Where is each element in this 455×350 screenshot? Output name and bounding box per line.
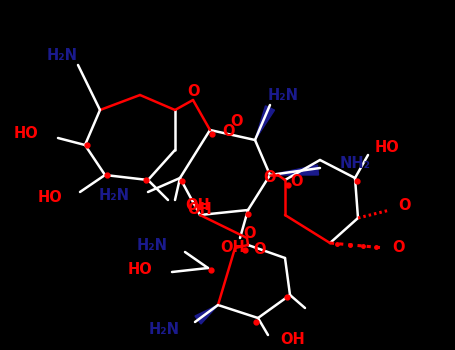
- Text: H₂N: H₂N: [99, 189, 130, 203]
- Text: H₂N: H₂N: [149, 322, 180, 337]
- Text: O: O: [392, 240, 404, 256]
- Polygon shape: [270, 165, 318, 175]
- Text: HO: HO: [127, 262, 152, 278]
- Text: H₂N: H₂N: [268, 88, 299, 103]
- Text: O: O: [230, 114, 243, 130]
- Text: H₂N: H₂N: [137, 238, 168, 252]
- Text: O: O: [290, 175, 303, 189]
- Text: O: O: [398, 197, 410, 212]
- Text: O: O: [187, 84, 199, 99]
- Text: HO: HO: [375, 140, 400, 154]
- Text: NH₂: NH₂: [340, 155, 371, 170]
- Polygon shape: [195, 305, 218, 324]
- Text: O: O: [243, 225, 255, 240]
- Text: OH: OH: [221, 240, 245, 256]
- Text: O: O: [263, 169, 276, 184]
- Polygon shape: [255, 106, 274, 140]
- Text: OH: OH: [280, 332, 305, 348]
- Text: OH: OH: [187, 203, 212, 217]
- Text: OH: OH: [185, 197, 210, 212]
- Text: O: O: [253, 243, 266, 258]
- Text: H₂N: H₂N: [46, 48, 77, 63]
- Text: HO: HO: [37, 190, 62, 205]
- Text: O: O: [222, 125, 234, 140]
- Text: HO: HO: [13, 126, 38, 140]
